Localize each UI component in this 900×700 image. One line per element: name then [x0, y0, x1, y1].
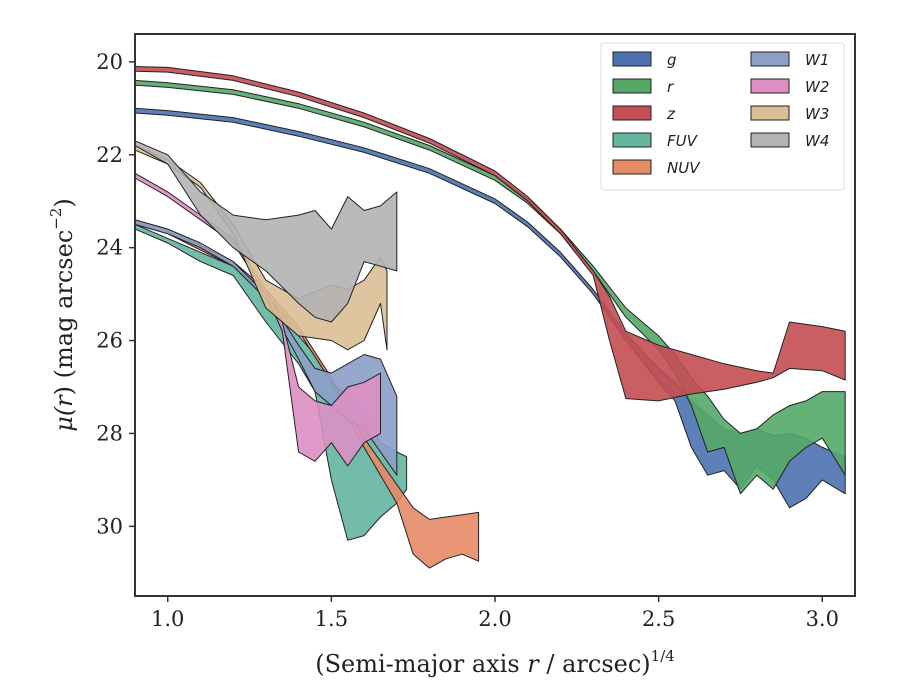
legend-label-w1: W1 — [805, 51, 829, 69]
x-axis-label: (Semi-major axis r / arcsec)1/4 — [315, 647, 675, 678]
y-tick-label: 24 — [96, 236, 123, 260]
legend-label-nuv: NUV — [667, 159, 701, 177]
legend-swatch-w2 — [750, 78, 790, 94]
y-tick-label: 28 — [96, 421, 123, 445]
legend-label-r: r — [667, 78, 674, 96]
legend-label-fuv: FUV — [667, 132, 699, 150]
legend-label-w3: W3 — [805, 105, 829, 123]
legend-swatch-w4 — [750, 132, 790, 148]
legend-label-w4: W4 — [805, 132, 829, 150]
legend-label-g: g — [667, 51, 677, 69]
x-tick-label: 1.5 — [315, 607, 348, 631]
legend-label-z: z — [666, 105, 676, 123]
legend-swatch-fuv — [612, 132, 652, 148]
x-axis-ticks: 1.0 1.5 2.0 2.5 3.0 — [151, 596, 839, 631]
y-axis-ticks: 20 22 24 26 28 30 — [96, 50, 135, 538]
y-tick-label: 30 — [96, 514, 123, 538]
y-tick-label: 22 — [96, 143, 123, 167]
legend: grz FUV NUV W1 W2 W3 W4 — [600, 42, 845, 191]
legend-swatch-z — [612, 105, 652, 121]
series-areas — [134, 66, 846, 569]
band-w4 — [134, 140, 398, 323]
legend-swatch-g — [612, 51, 652, 67]
legend-label-w2: W2 — [805, 78, 829, 96]
x-tick-label: 3.0 — [806, 607, 839, 631]
legend-swatch-nuv — [612, 159, 652, 175]
x-tick-label: 2.5 — [642, 607, 675, 631]
legend-swatch-w1 — [750, 51, 790, 67]
band-z — [134, 66, 846, 402]
x-tick-label: 2.0 — [478, 607, 511, 631]
x-tick-label: 1.0 — [151, 607, 184, 631]
y-tick-label: 26 — [96, 329, 123, 353]
legend-swatch-w3 — [750, 105, 790, 121]
y-axis-label: μ(r) (mag arcsec−2) — [47, 198, 78, 432]
y-tick-label: 20 — [96, 50, 123, 74]
legend-swatch-r — [612, 78, 652, 94]
